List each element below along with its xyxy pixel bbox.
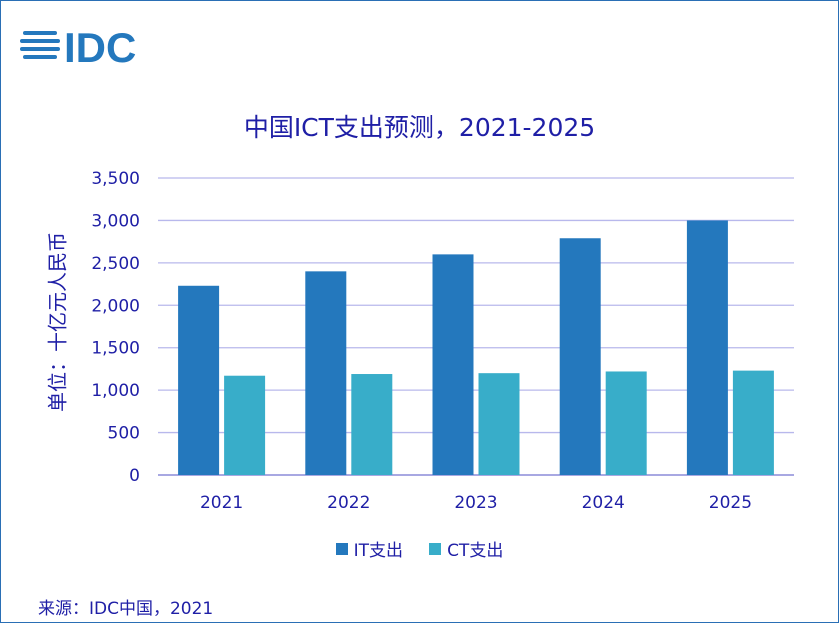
legend-item-it: IT支出 xyxy=(335,536,404,561)
idc-logo: IDC xyxy=(20,24,136,68)
legend-swatch-it xyxy=(335,542,348,555)
globe-icon xyxy=(20,31,60,59)
bar-it xyxy=(432,254,474,475)
y-tick-label: 1,000 xyxy=(91,381,140,401)
x-tick-label: 2025 xyxy=(709,493,752,513)
bar-ct xyxy=(605,371,647,475)
bar-ct xyxy=(224,375,266,475)
x-tick-label: 2022 xyxy=(327,493,370,513)
y-tick-label: 1,500 xyxy=(91,339,140,359)
source-note: 来源：IDC中国，2021 xyxy=(38,599,214,619)
legend: IT支出 CT支出 xyxy=(0,536,839,561)
y-tick-label: 500 xyxy=(108,424,140,444)
y-tick-label: 2,500 xyxy=(91,254,140,274)
x-tick-label: 2024 xyxy=(582,493,625,513)
chart-title: 中国ICT支出预测，2021-2025 xyxy=(243,113,596,142)
y-tick-label: 3,500 xyxy=(91,169,140,189)
logo-text: IDC xyxy=(64,24,136,68)
y-tick-label: 2,000 xyxy=(91,296,140,316)
legend-label-ct: CT支出 xyxy=(447,541,504,561)
bar-ct xyxy=(478,373,520,475)
legend-label-it: IT支出 xyxy=(353,541,404,561)
legend-swatch-ct xyxy=(429,542,442,555)
bar-it xyxy=(178,285,220,475)
x-tick-label: 2021 xyxy=(200,493,243,513)
bar-it xyxy=(686,220,728,475)
y-tick-label: 0 xyxy=(129,466,140,486)
bar-it xyxy=(305,271,347,475)
y-tick-label: 3,000 xyxy=(91,211,140,231)
bar-it xyxy=(559,238,601,475)
legend-item-ct: CT支出 xyxy=(429,536,503,561)
x-tick-label: 2023 xyxy=(454,493,497,513)
bar-ct xyxy=(351,374,393,475)
bar-ct xyxy=(732,370,774,475)
